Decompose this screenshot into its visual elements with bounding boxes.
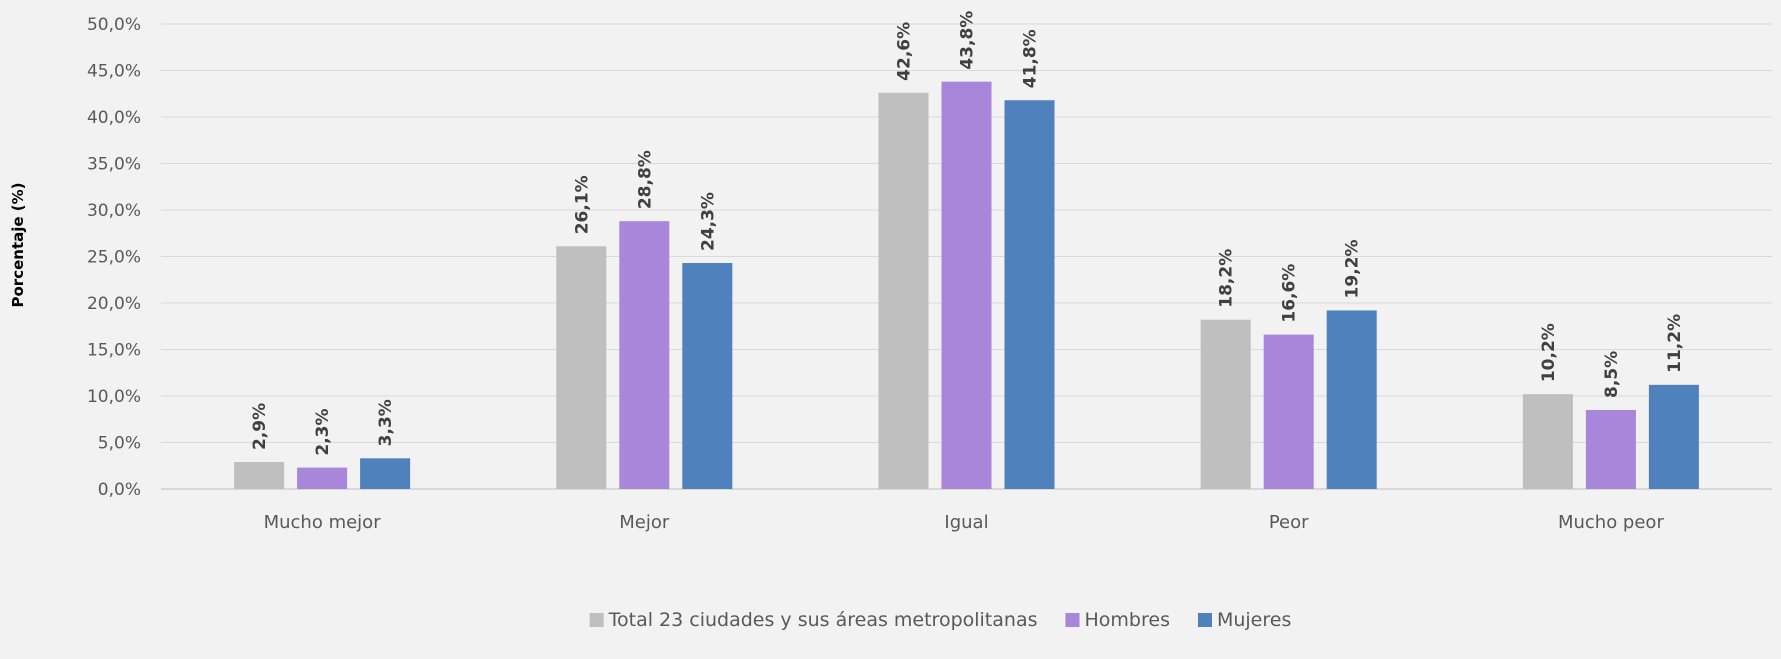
- x-category-label: Igual: [944, 512, 988, 533]
- y-tick-label: 20,0%: [87, 294, 141, 314]
- x-category-label: Mejor: [619, 512, 670, 533]
- legend-swatch: [589, 613, 604, 627]
- y-tick-label: 50,0%: [87, 15, 141, 35]
- bar: [1585, 409, 1636, 489]
- data-label: 41,8%: [1021, 29, 1041, 88]
- y-tick-label: 0,0%: [98, 480, 141, 500]
- y-tick-label: 5,0%: [98, 434, 141, 454]
- y-axis-ticks: 0,0% 5,0% 10,0% 15,0% 20,0% 25,0% 30,0% 35,0% 40…: [87, 15, 141, 500]
- bar: [878, 92, 929, 489]
- legend-label: Mujeres: [1217, 609, 1291, 631]
- y-tick-label: 25,0%: [87, 248, 141, 268]
- legend: Total 23 ciudades y sus áreas metropolit…: [589, 609, 1291, 631]
- x-axis-categories: Mucho mejor Mejor Igual Peor Mucho peor: [264, 512, 1665, 533]
- data-label: 8,5%: [1602, 351, 1622, 398]
- y-tick-label: 40,0%: [87, 108, 141, 128]
- x-category-label: Mucho peor: [1558, 512, 1664, 533]
- data-label: 19,2%: [1343, 239, 1363, 298]
- y-tick-label: 35,0%: [87, 155, 141, 175]
- x-category-label: Mucho mejor: [264, 512, 382, 533]
- bars: [234, 81, 1699, 489]
- data-label: 43,8%: [958, 11, 978, 70]
- x-category-label: Peor: [1269, 512, 1309, 533]
- bar: [556, 246, 607, 489]
- data-label: 2,3%: [313, 408, 333, 455]
- legend-swatch: [1065, 613, 1080, 627]
- data-label: 42,6%: [895, 22, 915, 81]
- y-axis-title: Porcentaje (%): [9, 182, 27, 307]
- data-label: 18,2%: [1217, 249, 1237, 308]
- bar: [234, 462, 285, 489]
- data-label: 28,8%: [635, 150, 655, 209]
- bar: [682, 263, 733, 489]
- bar: [1263, 334, 1314, 489]
- y-tick-label: 15,0%: [87, 341, 141, 361]
- legend-swatch: [1197, 613, 1212, 627]
- data-label: 16,6%: [1280, 264, 1300, 323]
- bar: [360, 458, 411, 489]
- bar: [619, 221, 670, 489]
- data-label: 26,1%: [572, 175, 592, 234]
- legend-label: Total 23 ciudades y sus áreas metropolit…: [608, 609, 1038, 631]
- bar: [1648, 384, 1699, 489]
- legend-label: Hombres: [1085, 609, 1170, 631]
- bar: [297, 467, 348, 489]
- y-tick-label: 10,0%: [87, 387, 141, 407]
- data-labels: 2,9% 2,3% 3,3% 26,1% 28,8% 24,3% 42,6% 43,8% 41,…: [250, 11, 1685, 456]
- data-label: 24,3%: [698, 192, 718, 251]
- bar: [941, 81, 992, 489]
- y-tick-label: 45,0%: [87, 62, 141, 82]
- data-label: 10,2%: [1539, 323, 1559, 382]
- y-tick-label: 30,0%: [87, 201, 141, 221]
- bar: [1200, 319, 1251, 489]
- bar: [1522, 394, 1573, 489]
- bar: [1326, 310, 1377, 489]
- data-label: 3,3%: [376, 399, 396, 446]
- bar: [1004, 100, 1055, 489]
- data-label: 11,2%: [1665, 314, 1685, 373]
- data-label: 2,9%: [250, 403, 270, 450]
